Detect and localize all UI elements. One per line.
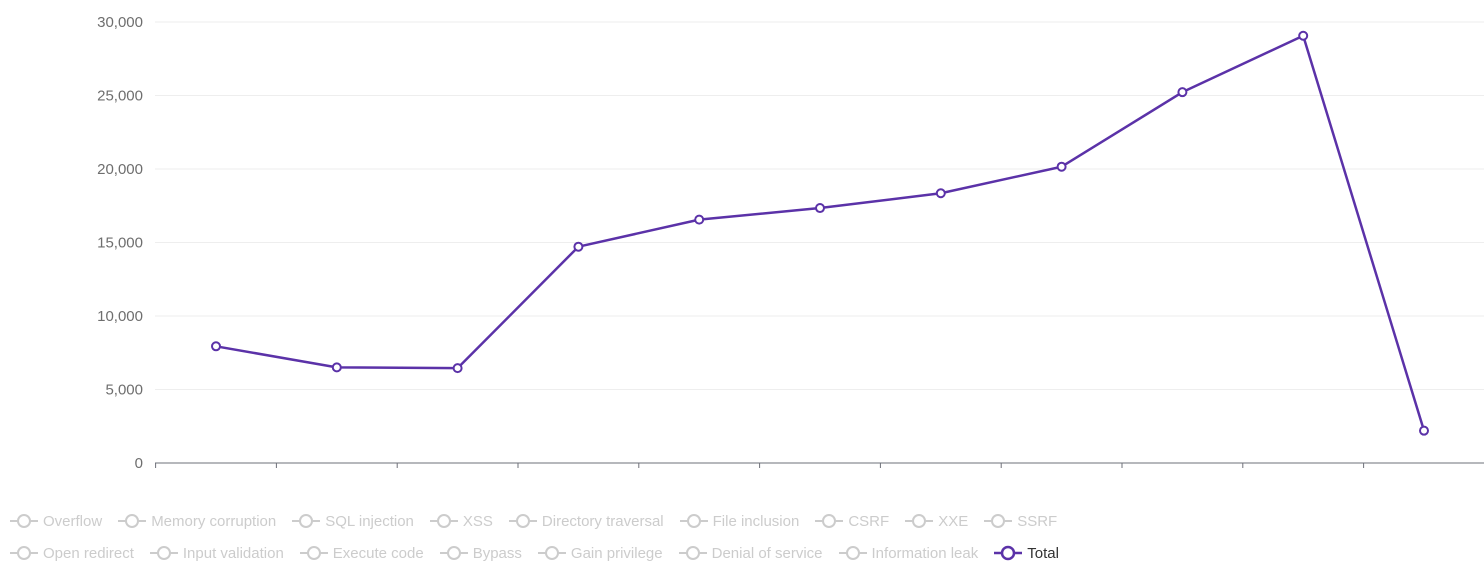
data-point xyxy=(211,341,221,352)
legend-item-csrf[interactable]: CSRF xyxy=(815,513,889,530)
legend-item-directory-traversal[interactable]: Directory traversal xyxy=(508,512,664,530)
data-point xyxy=(573,241,584,252)
legend-label: XSS xyxy=(462,512,493,530)
data-point xyxy=(1056,161,1067,172)
legend-item-denial-of-service[interactable]: Denial of service xyxy=(678,544,823,562)
legend-label: File inclusion xyxy=(712,512,800,530)
legend-line-circle-icon xyxy=(838,546,867,560)
legend-label: Memory corruption xyxy=(151,512,277,530)
data-point xyxy=(1298,30,1309,41)
legend-item-ssrf[interactable]: SSRF xyxy=(984,513,1057,530)
legend-line-circle-icon xyxy=(439,546,468,560)
legend-item-sql-injection[interactable]: SQL injection xyxy=(292,513,414,530)
legend-label: Information leak xyxy=(871,544,979,562)
legend-line-circle-icon xyxy=(815,514,844,528)
legend-line-circle-icon xyxy=(678,546,707,560)
legend-item-input-validation[interactable]: Input validation xyxy=(149,544,284,562)
legend: Overflow Memory corruption SQL injection XS… xyxy=(10,505,1484,570)
legend-row: Overflow Memory corruption SQL injection XS… xyxy=(10,505,1484,537)
legend-line-circle-icon xyxy=(994,545,1023,561)
legend-label: Gain privilege xyxy=(570,544,663,562)
legend-line-circle-icon xyxy=(429,514,458,528)
legend-line-circle-icon xyxy=(984,514,1013,528)
legend-line-circle-icon xyxy=(299,546,328,560)
y-tick-label: 10,000 xyxy=(97,308,143,325)
y-tick-label: 15,000 xyxy=(97,235,143,252)
legend-label: SSRF xyxy=(1017,512,1058,530)
data-point xyxy=(331,362,342,373)
legend-item-total[interactable]: Total xyxy=(994,545,1059,562)
legend-line-circle-icon xyxy=(149,546,178,560)
data-point xyxy=(694,214,705,225)
legend-line-circle-icon xyxy=(679,514,708,528)
legend-item-information-leak[interactable]: Information leak xyxy=(838,544,979,562)
legend-label: Bypass xyxy=(472,544,522,562)
data-point xyxy=(1419,425,1429,436)
legend-label: Open redirect xyxy=(43,544,134,562)
y-tick-label: 0 xyxy=(135,455,143,470)
legend-label: Execute code xyxy=(332,544,424,562)
legend-label: SQL injection xyxy=(325,512,414,530)
legend-line-circle-icon xyxy=(537,546,566,560)
y-tick-label: 25,000 xyxy=(97,88,143,105)
legend-item-overflow[interactable]: Overflow xyxy=(10,513,102,530)
legend-item-open-redirect[interactable]: Open redirect xyxy=(10,545,134,562)
y-tick-label: 30,000 xyxy=(97,14,143,31)
y-tick-label: 5,000 xyxy=(105,382,143,399)
y-tick-label: 20,000 xyxy=(97,161,143,178)
legend-item-bypass[interactable]: Bypass xyxy=(439,544,522,562)
legend-item-xxe[interactable]: XXE xyxy=(905,513,968,530)
legend-label: XXE xyxy=(938,512,969,530)
legend-line-circle-icon xyxy=(508,514,537,528)
data-point xyxy=(452,363,463,374)
legend-line-circle-icon xyxy=(292,514,321,528)
legend-label: CSRF xyxy=(848,512,890,530)
legend-line-circle-icon xyxy=(118,514,147,528)
series-line-total xyxy=(214,34,1426,432)
legend-line-circle-icon xyxy=(905,514,934,528)
data-point xyxy=(815,203,825,214)
legend-item-gain-privilege[interactable]: Gain privilege xyxy=(537,544,663,562)
legend-item-xss[interactable]: XSS xyxy=(429,512,493,530)
data-point xyxy=(935,188,946,199)
legend-line-circle-icon xyxy=(10,546,38,560)
legend-label: Total xyxy=(1027,544,1059,562)
chart-plot: 05,00010,00015,00020,00025,00030,0002014… xyxy=(97,14,1484,470)
data-point xyxy=(1177,87,1188,98)
legend-item-execute-code[interactable]: Execute code xyxy=(299,544,424,562)
legend-label: Directory traversal xyxy=(541,512,664,530)
legend-item-file-inclusion[interactable]: File inclusion xyxy=(679,512,800,530)
legend-item-memory-corruption[interactable]: Memory corruption xyxy=(118,513,276,530)
legend-label: Input validation xyxy=(182,544,284,562)
legend-label: Denial of service xyxy=(711,544,823,562)
legend-line-circle-icon xyxy=(10,514,38,528)
legend-row: Open redirect Input validation Execute cod… xyxy=(10,537,1484,569)
legend-label: Overflow xyxy=(43,512,103,530)
